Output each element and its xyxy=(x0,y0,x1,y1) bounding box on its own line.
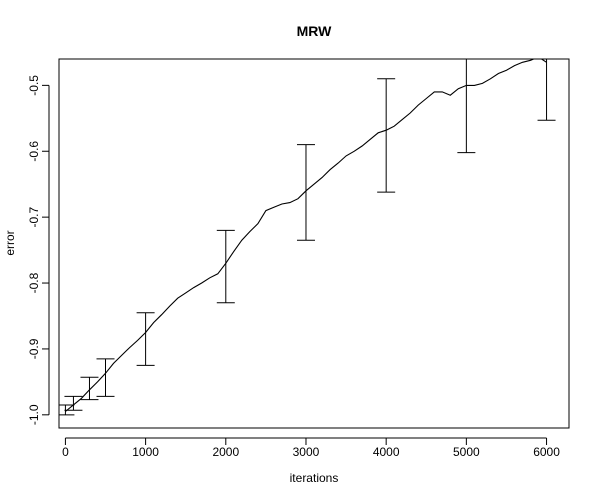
y-tick-label: -0.9 xyxy=(27,338,41,359)
x-tick-label: 1000 xyxy=(132,445,159,459)
y-axis-label: error xyxy=(3,230,17,255)
y-tick-label: -1.0 xyxy=(27,404,41,425)
y-tick-label: -0.7 xyxy=(27,206,41,227)
error-bars xyxy=(59,59,556,416)
x-tick-label: 6000 xyxy=(533,445,560,459)
x-tick-label: 0 xyxy=(62,445,69,459)
x-tick-label: 2000 xyxy=(212,445,239,459)
y-tick-label: -0.8 xyxy=(27,272,41,293)
y-tick-label: -0.6 xyxy=(27,141,41,162)
x-tick-label: 4000 xyxy=(373,445,400,459)
y-tick-label: -0.5 xyxy=(27,75,41,96)
x-axis: 0 1000 2000 3000 4000 5000 6000 xyxy=(62,437,560,459)
x-tick-label: 3000 xyxy=(293,445,320,459)
x-axis-label: iterations xyxy=(290,471,339,485)
chart-title: MRW xyxy=(297,23,333,39)
x-tick-label: 5000 xyxy=(453,445,480,459)
y-axis: -1.0 -0.9 -0.8 -0.7 -0.6 -0.5 xyxy=(27,75,50,425)
plot-frame xyxy=(58,58,570,429)
